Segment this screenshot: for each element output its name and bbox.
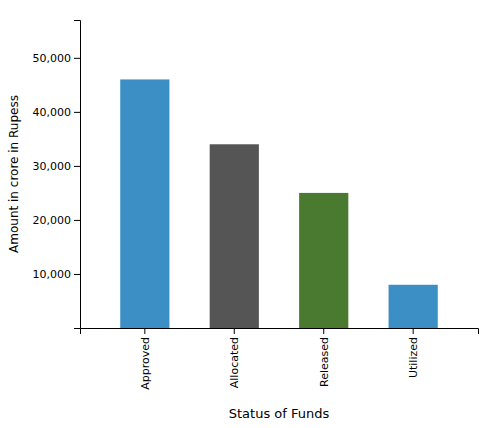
tick: Approved [139, 328, 152, 390]
tick-mark [234, 328, 235, 334]
tick-label: Allocated [228, 337, 241, 388]
tick-label: 40,000 [33, 106, 72, 119]
tick-label: 10,000 [33, 268, 72, 281]
tick-label: 30,000 [33, 160, 72, 173]
tick: 20,000 [33, 214, 81, 227]
tick-label: Released [318, 337, 331, 387]
tick-mark [74, 274, 80, 275]
axis-line [81, 329, 479, 335]
chart-container: 10,000 20,000 30,000 40,000 50,000 Approved Al… [0, 0, 498, 428]
y-axis: 10,000 20,000 30,000 40,000 50,000 [33, 21, 81, 329]
tick-mark [144, 328, 145, 334]
tick-mark [323, 328, 324, 334]
plot-area: 10,000 20,000 30,000 40,000 50,000 Approved Al… [33, 21, 479, 390]
tick-label: 20,000 [33, 214, 72, 227]
bar [120, 79, 169, 328]
bar [299, 193, 348, 328]
tick-mark [74, 166, 80, 167]
y-axis-title: Amount in crore in Rupess [7, 95, 21, 253]
bars [120, 79, 438, 328]
tick: Allocated [228, 328, 241, 388]
tick: 40,000 [33, 106, 81, 119]
x-axis: Approved Allocated Released Utilized [81, 328, 479, 390]
tick-mark [74, 58, 80, 59]
tick: 50,000 [33, 52, 81, 65]
x-axis-title: Status of Funds [229, 406, 330, 421]
tick-label: 50,000 [33, 52, 72, 65]
tick-mark [74, 112, 80, 113]
tick: 10,000 [33, 268, 81, 281]
tick-mark [74, 220, 80, 221]
tick: Utilized [407, 328, 420, 378]
tick-mark [413, 328, 414, 334]
tick-label: Utilized [407, 337, 420, 378]
tick-label: Approved [139, 337, 152, 390]
tick: 30,000 [33, 160, 81, 173]
tick: Released [318, 328, 331, 387]
chart-svg: 10,000 20,000 30,000 40,000 50,000 Approved Al… [0, 0, 498, 428]
bar [210, 144, 259, 328]
bar [389, 285, 438, 328]
axis-line [74, 21, 81, 329]
